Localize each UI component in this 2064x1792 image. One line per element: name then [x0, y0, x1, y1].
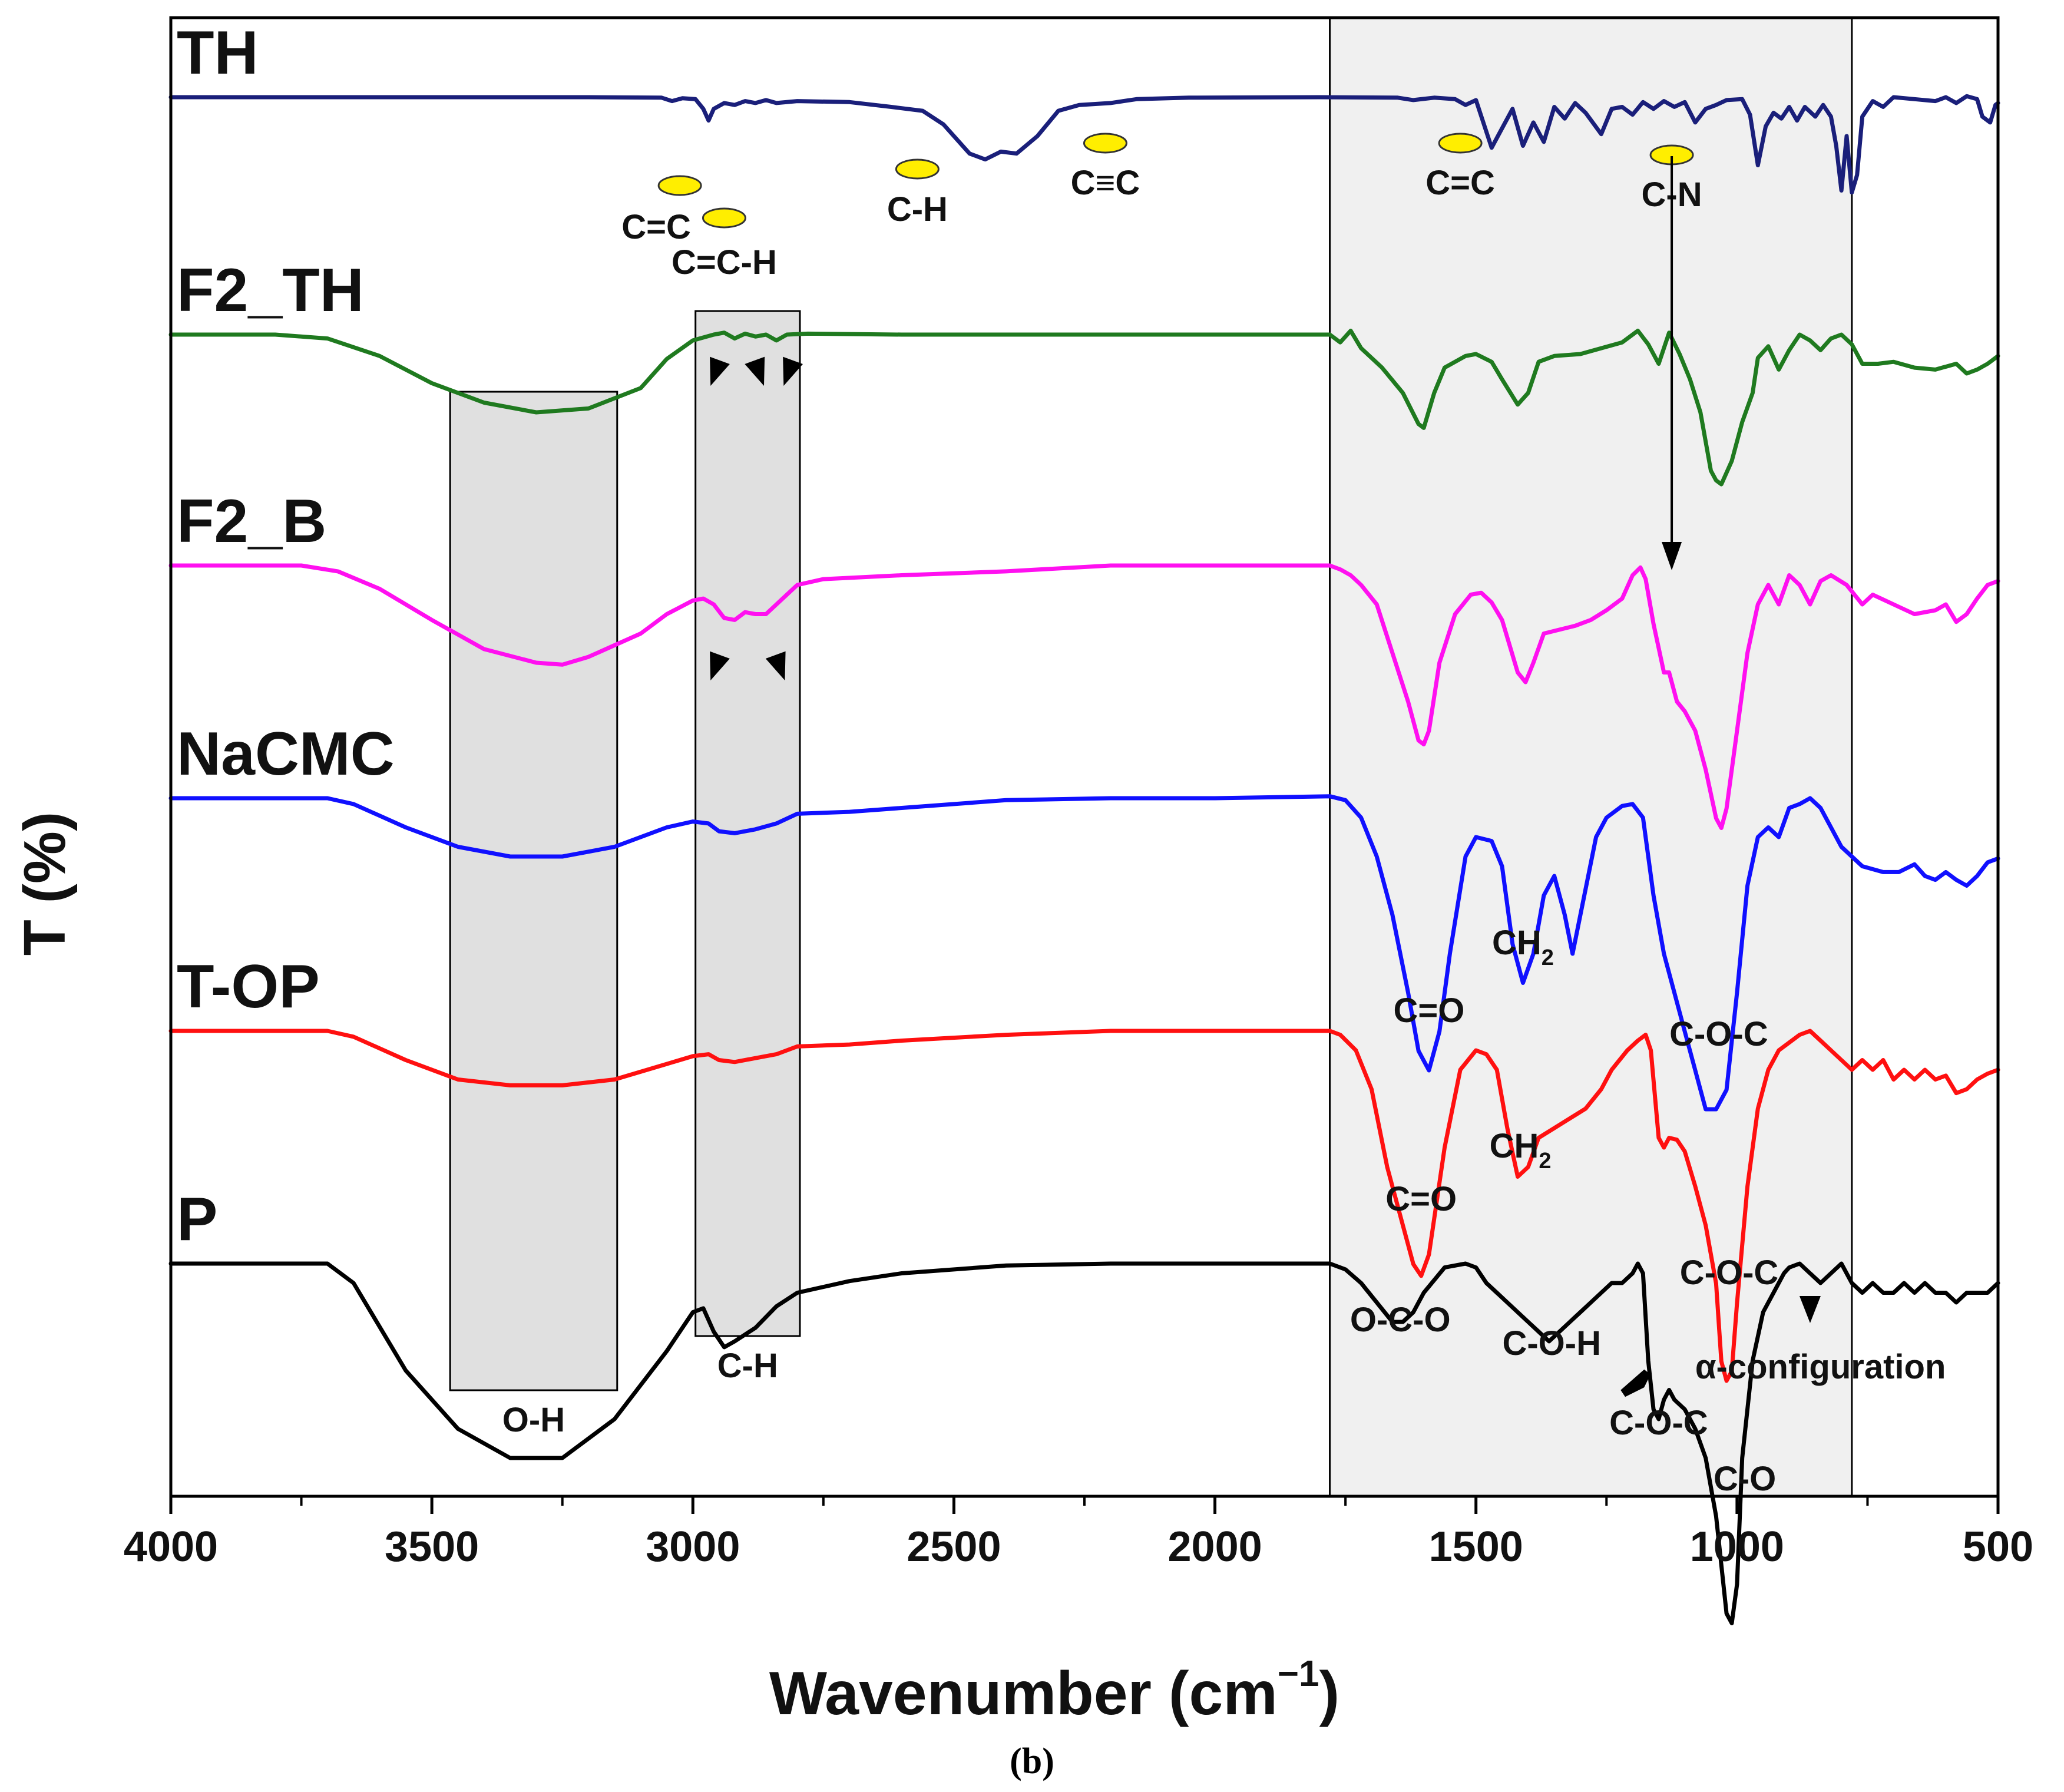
region-o-h-band — [449, 391, 618, 1391]
axes: 4000 3500 3000 2500 2000 1500 1000 500 — [124, 16, 2033, 1571]
shaded-regions: O-H C-H — [449, 16, 1853, 1497]
annotation-text-13: C-O-H — [1502, 1324, 1601, 1363]
x-tick-label-2500: 2500 — [907, 1523, 1001, 1571]
annotation-text-1: C=C-H — [672, 243, 777, 282]
annotation-c-o-c-t-op: C-O-C — [1680, 1254, 1779, 1292]
annotation-c-h-th: C-H — [887, 158, 948, 229]
series-line-f2-th — [168, 328, 2000, 487]
x-tick-label-500: 500 — [1963, 1523, 2033, 1571]
annotation-text-4: C=C — [1425, 164, 1495, 202]
arrowhead-3 — [710, 651, 730, 681]
x-axis-label-superscript: −1 — [1278, 1654, 1319, 1694]
series-label-th: TH — [177, 19, 259, 87]
series-line-t-op — [168, 1029, 2000, 1383]
annotation-text-16: C-O — [1714, 1460, 1776, 1498]
series-line-th — [168, 94, 2000, 195]
annotation-text-12: O-C-O — [1350, 1301, 1451, 1339]
x-tick-label-1000: 1000 — [1690, 1523, 1784, 1571]
annotation-text-14: C-O-C — [1609, 1404, 1708, 1442]
marker-ellipse-1 — [702, 207, 746, 229]
c-n-arrow-head — [1662, 542, 1682, 570]
annotation-c-c-h-th: C=C-H — [672, 207, 777, 282]
marker-ellipse-4 — [1438, 133, 1483, 154]
annotation-c-c-th: C=C — [621, 175, 702, 246]
annotation-text-6: C=O — [1394, 991, 1465, 1030]
x-tick-label-1500: 1500 — [1429, 1523, 1523, 1571]
arrowhead-2 — [783, 356, 803, 386]
arrowhead-4 — [765, 651, 786, 681]
annotation-c-c-th: C=C — [1425, 133, 1495, 202]
annotation-c-o-p: C-O — [1714, 1460, 1776, 1498]
annotation-c-o-nacmc: C=O — [1394, 991, 1465, 1030]
x-tick-label-3000: 3000 — [646, 1523, 740, 1571]
series-label-nacmc: NaCMC — [177, 720, 395, 788]
annotation-text-2: C-H — [887, 190, 948, 229]
figure-caption: (b) — [1010, 1741, 1054, 1781]
annotation-text-9: C=O — [1385, 1180, 1457, 1218]
series-label-p: P — [177, 1185, 217, 1254]
x-tick-label-4000: 4000 — [124, 1523, 218, 1571]
annotation-c-o-c-p: C-O-C — [1609, 1404, 1708, 1442]
spectra-series: TH F2_TH F2_B NaCMC T-OP P — [168, 19, 2000, 1625]
x-tick-label-3500: 3500 — [385, 1523, 479, 1571]
series-line-p — [168, 1261, 2000, 1625]
series-label-f2-th: F2_TH — [177, 256, 364, 325]
arrowhead-1 — [745, 356, 765, 386]
annotation-text-15: α-configuration — [1695, 1348, 1946, 1386]
peak-annotations: C=CC=C-HC-HC≡C C=C C-NC=OCH2C-O-CC=OCH2C-O… — [621, 133, 1946, 1498]
series-line-f2-b — [168, 563, 2000, 830]
series-line-nacmc — [168, 794, 2000, 1112]
x-axis-label: Wavenumber (cm−1) — [769, 1654, 1339, 1728]
marker-ellipse-3 — [1083, 133, 1127, 154]
annotation-c-o-c-nacmc: C-O-C — [1669, 1015, 1768, 1053]
region-label-c-h-band: C-H — [717, 1347, 778, 1385]
region-fingerprint-region — [1329, 16, 1853, 1497]
arrowhead-5 — [1799, 1296, 1821, 1323]
annotation-text-11: C-O-C — [1680, 1254, 1779, 1292]
x-axis-label-main: Wavenumber (cm — [769, 1659, 1278, 1728]
annotation-c-o-h-p: C-O-H — [1502, 1324, 1601, 1363]
annotation--configuration-p: α-configuration — [1695, 1348, 1946, 1386]
annotation-c-o-t-op: C=O — [1385, 1180, 1457, 1218]
series-label-f2-b: F2_B — [177, 487, 326, 556]
x-tick-label-2000: 2000 — [1167, 1523, 1262, 1571]
annotation-text-8: C-O-C — [1669, 1015, 1768, 1053]
annotation-text-0: C=C — [621, 208, 691, 246]
series-label-t-op: T-OP — [177, 953, 320, 1021]
annotation-o-c-o-p: O-C-O — [1350, 1301, 1451, 1339]
arrowhead-0 — [710, 356, 730, 386]
x-axis-label-close: ) — [1319, 1659, 1340, 1728]
region-label-o-h-band: O-H — [502, 1401, 565, 1439]
marker-ellipse-2 — [895, 158, 940, 180]
annotation-text-3: C≡C — [1071, 164, 1140, 202]
annotation-c-c-th: C≡C — [1071, 133, 1140, 202]
c-o-c-arrowhead — [1620, 1369, 1651, 1397]
y-axis-label: T (%) — [12, 812, 78, 955]
marker-ellipse-0 — [657, 175, 702, 196]
